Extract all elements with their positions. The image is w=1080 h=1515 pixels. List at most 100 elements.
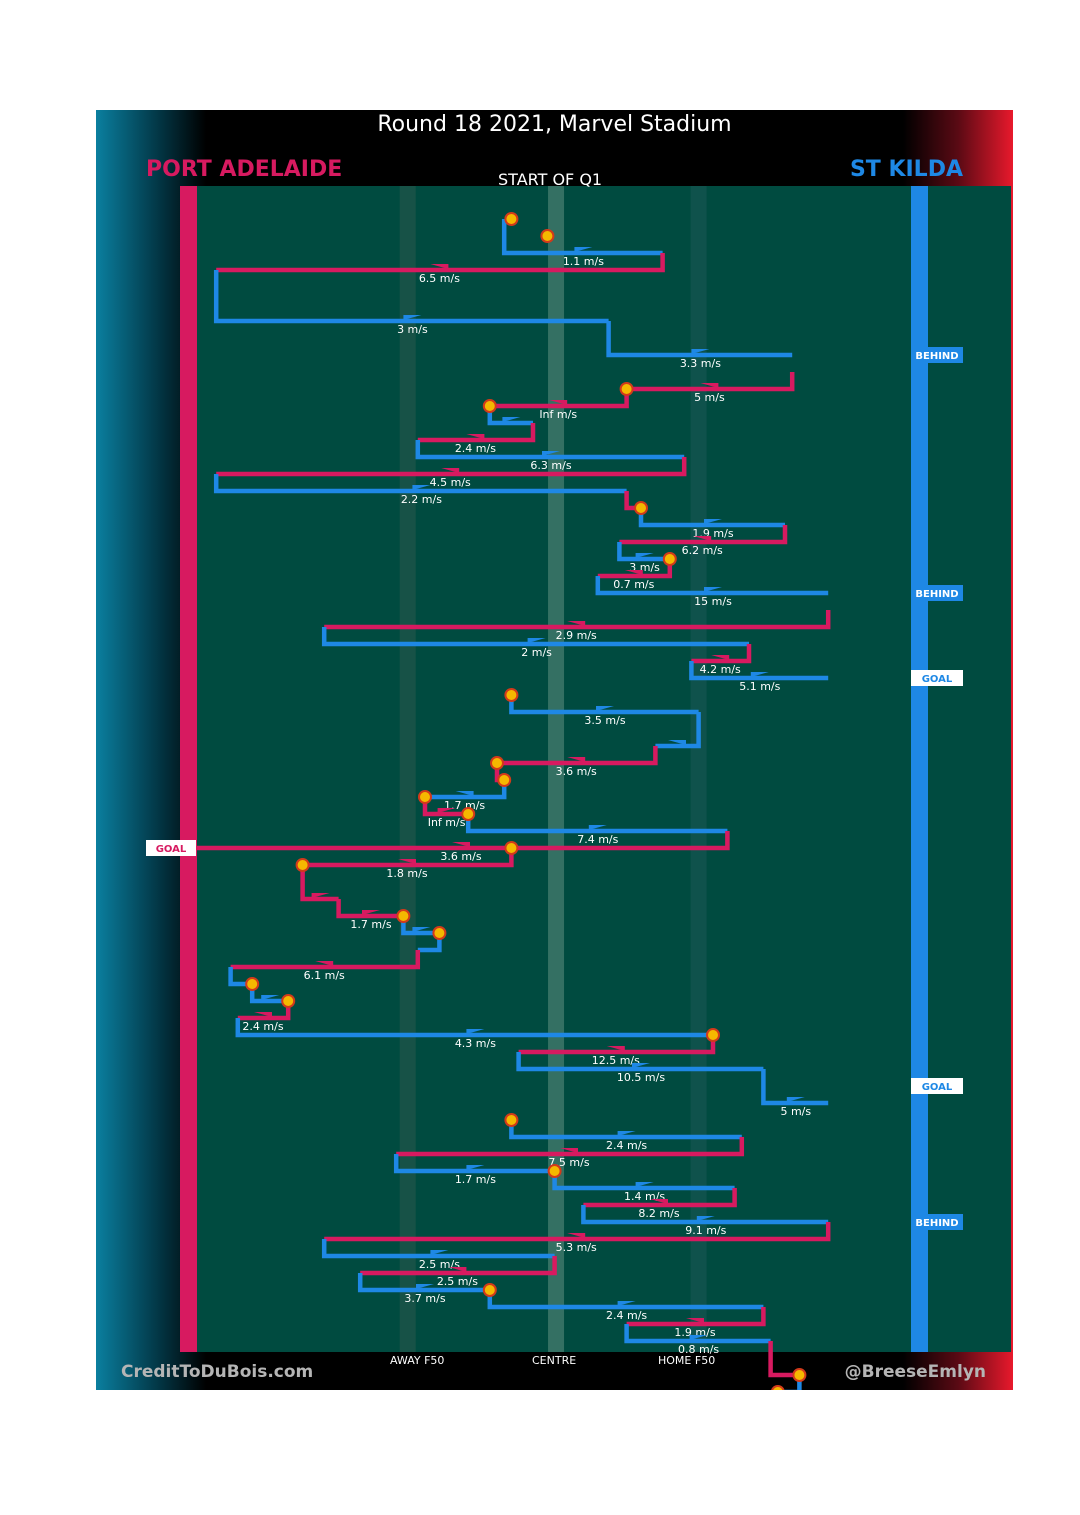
speed-label-47: 9.1 m/s (685, 1224, 726, 1237)
event-label-3: GOAL (156, 844, 187, 855)
chain-home-50 (360, 1256, 557, 1276)
arrow-home-48 (567, 1233, 586, 1238)
speed-label-12: 1.9 m/s (692, 527, 733, 540)
x-tick-away-f50: AWAY F50 (390, 1354, 445, 1367)
turnover-marker-9 (418, 790, 432, 804)
x-tick-home-f50: HOME F50 (658, 1354, 716, 1367)
speed-label-34: 6.1 m/s (304, 969, 345, 982)
arrow-home-50 (448, 1267, 467, 1272)
speed-label-41: 5 m/s (780, 1105, 811, 1118)
chain-home-46 (583, 1188, 737, 1208)
speed-label-15: 0.7 m/s (613, 578, 654, 591)
arrow-home-4 (700, 383, 719, 388)
event-tag-5 (911, 1214, 963, 1230)
arrow-away-8 (542, 451, 560, 456)
away-team-label: ST KILDA (849, 157, 963, 182)
speed-label-40: 10.5 m/s (617, 1071, 665, 1084)
speed-label-19: 4.2 m/s (700, 663, 741, 676)
arrow-away-16 (704, 587, 722, 592)
credit-handle[interactable]: @BreeseEmlyn (844, 1362, 986, 1382)
arrow-away-38 (466, 1029, 485, 1034)
chain-away-3 (606, 321, 793, 358)
speed-label-21: 3.5 m/s (584, 714, 625, 727)
arrow-home-15 (624, 570, 643, 575)
arrow-home-39 (606, 1046, 625, 1051)
turnover-marker-15 (245, 977, 260, 991)
arrow-home-5 (549, 400, 568, 405)
turnover-marker-6 (504, 688, 519, 702)
arrow-away-52 (617, 1301, 636, 1306)
chart-title: Round 18 2021, Marvel Stadium (377, 112, 732, 137)
arrow-home-26 (437, 808, 456, 813)
event-tag-1 (911, 585, 963, 601)
credit-website[interactable]: CreditToDuBois.com (121, 1362, 314, 1382)
centre-stripe (548, 186, 565, 1352)
arrow-away-10 (412, 485, 431, 490)
chain-away-38 (235, 1018, 713, 1038)
arrow-away-32 (412, 927, 431, 932)
event-tag-4 (911, 1078, 963, 1094)
arrow-away-54 (689, 1335, 708, 1340)
period-label: START OF Q1 (498, 170, 603, 189)
speed-label-27: 7.4 m/s (577, 833, 618, 846)
speed-label-54: 0.8 m/s (678, 1343, 719, 1356)
speed-label-31: 1.7 m/s (350, 918, 391, 931)
chain-home-37 (237, 1001, 291, 1021)
chain-away-25 (425, 780, 507, 800)
arrow-home-19 (711, 655, 730, 660)
speed-label-13: 6.2 m/s (682, 544, 723, 557)
chain-away-35 (228, 967, 253, 987)
arrow-home-29 (398, 859, 416, 864)
arrow-home-7 (466, 434, 485, 439)
turnover-marker-14 (432, 926, 447, 940)
arrow-home-23 (567, 757, 586, 762)
speed-label-50: 2.5 m/s (437, 1275, 478, 1288)
speed-label-26: Inf m/s (428, 816, 466, 829)
chain-away-40 (516, 1052, 764, 1072)
speed-label-7: 2.4 m/s (455, 442, 496, 455)
turnover-marker-11 (504, 841, 519, 855)
speed-label-38: 4.3 m/s (455, 1037, 496, 1050)
speed-label-49: 2.5 m/s (419, 1258, 460, 1271)
event-label-1: BEHIND (915, 589, 958, 600)
arrow-home-13 (693, 536, 712, 541)
chain-home-17 (324, 610, 831, 630)
chain-home-34 (230, 950, 421, 970)
chain-away-54 (624, 1324, 771, 1344)
turnover-marker-8 (497, 773, 512, 787)
chain-home-13 (619, 525, 788, 545)
chain-away-0 (501, 219, 663, 256)
arrow-home-17 (567, 621, 586, 626)
speed-label-23: 3.6 m/s (556, 765, 597, 778)
arrow-away-44 (466, 1165, 485, 1170)
arrow-away-45 (635, 1182, 654, 1187)
home-f50-stripe (690, 186, 707, 1352)
turnover-marker-1 (540, 229, 555, 243)
chain-home-43 (396, 1137, 745, 1157)
event-tag-2 (911, 670, 963, 686)
speed-label-28: 3.6 m/s (440, 850, 481, 863)
arrow-away-51 (416, 1284, 434, 1289)
arrow-home-43 (560, 1148, 578, 1153)
away-goal-line (911, 186, 928, 1352)
speed-label-29: 1.8 m/s (386, 867, 427, 880)
speed-label-48: 5.3 m/s (556, 1241, 597, 1254)
chain-home-28 (194, 831, 730, 851)
arrow-away-12 (704, 519, 722, 524)
turnover-marker-5 (662, 552, 677, 566)
turnover-marker-12 (295, 858, 310, 872)
turnover-marker-18 (504, 1113, 519, 1127)
speed-label-53: 1.9 m/s (674, 1326, 715, 1339)
arrow-home-28 (452, 842, 470, 847)
chart-area: 1.1 m/s 6.5 m/s 3 m/s 3.3 m/s 5 m/s Inf m/s 2.… (96, 110, 1013, 1390)
x-tick-centre: CENTRE (532, 1354, 577, 1367)
arrow-away-40 (632, 1063, 650, 1068)
speed-label-17: 2.9 m/s (556, 629, 597, 642)
event-label-5: BEHIND (915, 1218, 958, 1229)
turnover-marker-0 (504, 212, 519, 226)
speed-label-44: 1.7 m/s (455, 1173, 496, 1186)
turnover-marker-21 (792, 1368, 807, 1382)
chain-away-21 (509, 695, 699, 715)
chain-home-30 (300, 865, 339, 902)
chain-away-41 (761, 1069, 829, 1106)
